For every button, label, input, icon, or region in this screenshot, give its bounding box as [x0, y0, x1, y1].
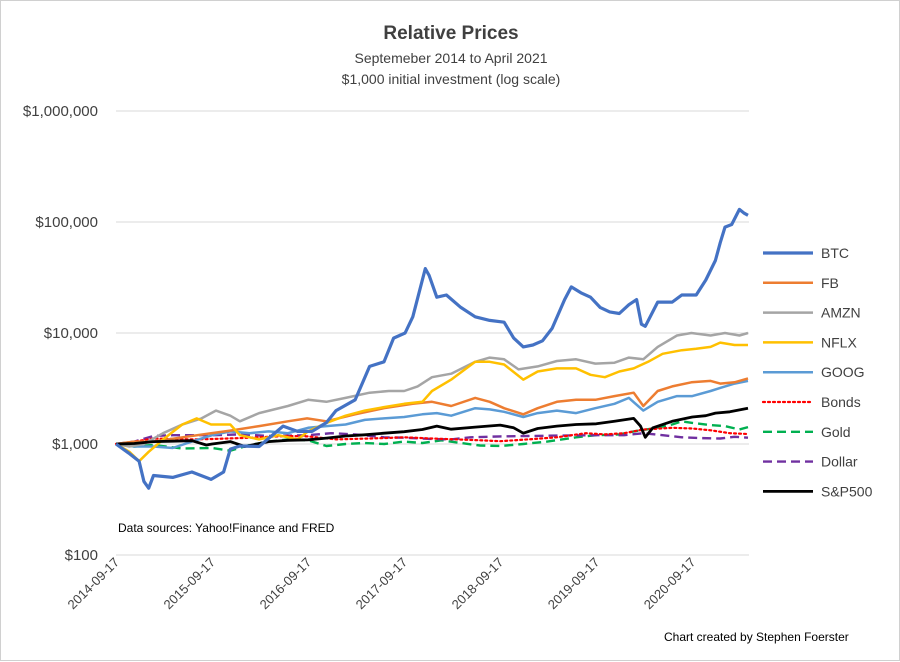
y-tick-label: $100,000: [35, 214, 98, 231]
y-tick-label: $1,000,000: [23, 103, 98, 120]
gridlines: [116, 110, 749, 556]
legend-label-dollar: Dollar: [821, 454, 858, 470]
series-line-fb: [115, 377, 749, 446]
chart-title: Relative Prices: [383, 23, 518, 44]
chart-subtitle-line-1: Septemeber 2014 to April 2021: [354, 50, 547, 66]
y-tick-label: $1,000: [52, 436, 98, 453]
legend-label-fb: FB: [821, 275, 839, 291]
x-tick-label: 2020-09-17: [641, 555, 699, 613]
series-line-nflx: [115, 341, 748, 463]
legend-label-nflx: NFLX: [821, 334, 857, 350]
x-tick-label: 2018-09-17: [449, 555, 507, 613]
legend-label-goog: GOOG: [821, 364, 865, 380]
legend-label-gold: Gold: [821, 424, 851, 440]
x-tick-label: 2016-09-17: [257, 555, 315, 613]
chart-subtitle-line-2: $1,000 initial investment (log scale): [342, 71, 561, 87]
legend-label-amzn: AMZN: [821, 305, 861, 321]
legend: BTC FB AMZN NFLX GOOG Bonds Gold Dollar S&P500: [761, 245, 873, 499]
legend-label-bonds: Bonds: [821, 394, 861, 410]
series-line-sp500: [115, 406, 749, 448]
y-axis-ticks: $100 $1,000 $10,000 $100,000 $1,000,000: [23, 103, 98, 564]
series-line-btc: [115, 207, 749, 490]
series-line-gold: [115, 420, 749, 452]
series-lines: [114, 207, 750, 490]
legend-label-sp500: S&P500: [821, 483, 873, 499]
data-sources-note: Data sources: Yahoo!Finance and FRED: [118, 521, 335, 535]
y-tick-label: $100: [65, 547, 98, 564]
series-line-bonds: [114, 426, 750, 446]
x-tick-label: 2015-09-17: [161, 555, 219, 613]
x-axis-ticks: 2014-09-17 2015-09-17 2016-09-17 2017-09-17…: [64, 555, 698, 613]
y-tick-label: $10,000: [44, 325, 98, 342]
series-line-amzn: [115, 331, 749, 448]
chart-credit: Chart created by Stephen Foerster: [664, 630, 849, 644]
x-tick-label: 2019-09-17: [545, 555, 603, 613]
legend-label-btc: BTC: [821, 245, 849, 261]
x-tick-label: 2017-09-17: [353, 555, 411, 613]
